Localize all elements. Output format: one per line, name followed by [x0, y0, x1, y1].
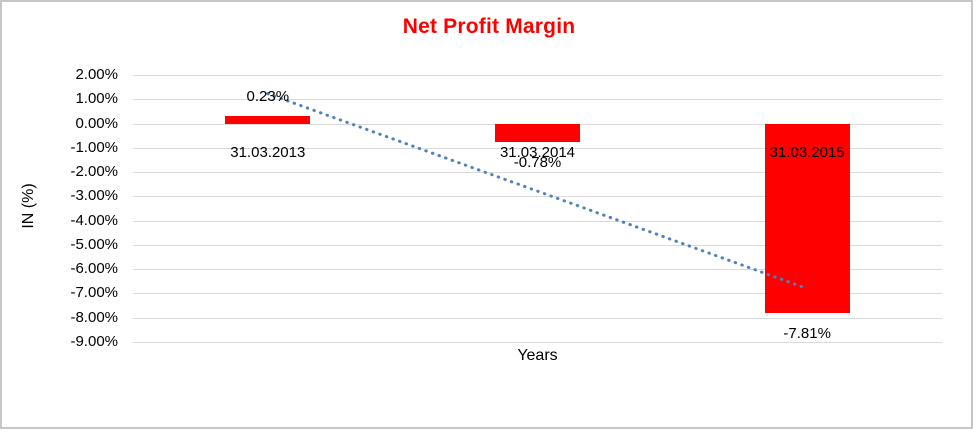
- y-tick-label: -5.00%: [70, 235, 118, 253]
- gridline: [133, 147, 942, 149]
- data-label: -7.81%: [783, 324, 831, 342]
- gridline: [133, 317, 942, 319]
- y-tick-label: -3.00%: [70, 187, 118, 205]
- y-tick-label: -6.00%: [70, 260, 118, 277]
- y-tick-label: 1.00%: [75, 90, 118, 108]
- gridline: [133, 244, 942, 246]
- gridline: [133, 341, 942, 343]
- y-tick-label: -4.00%: [70, 211, 118, 229]
- bar-31.03.2013: [225, 115, 311, 124]
- y-tick-label: -2.00%: [70, 163, 118, 180]
- data-label: 0.23%: [246, 87, 290, 105]
- bar-31.03.2014: [495, 123, 580, 143]
- x-axis-title: Years: [517, 347, 558, 364]
- gridline: [133, 293, 942, 295]
- category-label: 31.03.2014: [499, 144, 576, 161]
- y-tick-label: -9.00%: [70, 332, 118, 350]
- y-tick-label: -1.00%: [70, 138, 118, 156]
- gridline: [133, 172, 942, 173]
- category-label: 31.03.2015: [769, 144, 845, 161]
- bar-31.03.2015: [764, 123, 850, 313]
- gridline: [133, 220, 942, 222]
- gridline: [133, 99, 942, 101]
- y-tick-label: -7.00%: [70, 284, 118, 302]
- y-tick-label: 0.00%: [75, 114, 118, 132]
- gridline: [133, 269, 942, 270]
- data-label: -0.78%: [513, 154, 562, 172]
- gridline: [133, 196, 942, 198]
- y-tick-label: -8.00%: [70, 308, 118, 326]
- trendline-dotted-line: [266, 92, 809, 291]
- chart-title: Net Profit Margin: [402, 15, 576, 38]
- category-label: 31.03.2013: [230, 144, 306, 161]
- y-tick-label: 2.00%: [75, 66, 118, 83]
- gridline: [133, 75, 942, 76]
